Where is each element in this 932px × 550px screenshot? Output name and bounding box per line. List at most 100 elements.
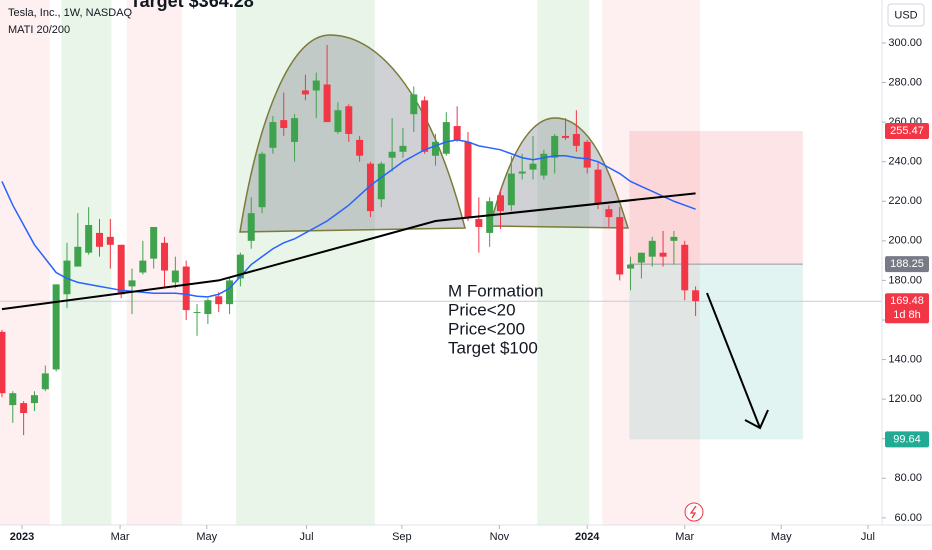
candle-body xyxy=(280,120,288,129)
candle-body xyxy=(399,145,407,152)
chart-title: Tesla, Inc., 1W, NASDAQ xyxy=(8,7,133,19)
candle-body xyxy=(128,280,136,287)
candle-body xyxy=(388,151,396,158)
candle-body xyxy=(648,240,656,257)
candle-body xyxy=(63,260,71,295)
candle-body xyxy=(562,135,570,138)
candle-body xyxy=(291,118,299,142)
candles xyxy=(0,44,700,436)
x-tick-label: Mar xyxy=(675,531,694,543)
candle-body xyxy=(627,264,635,269)
candle-body xyxy=(497,195,505,212)
ma-lines xyxy=(1,139,696,311)
m-formation: M Formation Price<20 Price<200 Target $1… xyxy=(448,281,543,357)
candle-body xyxy=(312,80,320,91)
price-tag-countdown: 1d 8h xyxy=(893,309,921,321)
price-tag-label: 255.47 xyxy=(890,125,924,137)
candle-body xyxy=(161,242,169,271)
candle-body xyxy=(421,100,429,152)
y-tick-label: 120.00 xyxy=(888,393,922,405)
position-boxes xyxy=(0,131,882,440)
annotation-line: Price<200 xyxy=(448,319,525,338)
candle-body xyxy=(366,163,374,212)
candle-body xyxy=(605,209,613,218)
price-tag xyxy=(885,123,929,140)
annotation-line: M Formation xyxy=(448,281,543,300)
candle-body xyxy=(258,153,266,208)
candle-body xyxy=(74,246,82,267)
signal-band xyxy=(0,0,50,525)
y-tick-label: 200.00 xyxy=(888,235,922,247)
ma200-line xyxy=(1,192,696,311)
candle-body xyxy=(215,296,223,305)
candle-body xyxy=(117,244,125,295)
candle-body xyxy=(334,110,342,132)
candle-body xyxy=(594,169,602,204)
y-tick-label: 280.00 xyxy=(888,76,922,88)
currency-box[interactable] xyxy=(887,3,925,27)
candle-body xyxy=(9,393,17,406)
x-tick-label: Mar xyxy=(111,531,130,543)
candle-body xyxy=(670,236,678,241)
candle-body xyxy=(692,290,700,302)
candle-body xyxy=(226,280,234,305)
currency: USD xyxy=(894,9,917,21)
y-tick-label: 60.00 xyxy=(894,512,922,524)
candle-body xyxy=(410,94,418,115)
annotation-line: Price<20 xyxy=(448,300,516,319)
y-tick-label: 240.00 xyxy=(888,156,922,168)
signal-band xyxy=(537,0,590,525)
candle-body xyxy=(453,126,461,140)
event-icon[interactable] xyxy=(684,502,704,522)
candle-body xyxy=(20,403,28,413)
candle-body xyxy=(106,236,114,245)
x-tick-label: Sep xyxy=(392,531,412,543)
candle-body xyxy=(139,260,147,273)
candle-body xyxy=(356,139,364,156)
cup-right xyxy=(489,117,630,229)
price-tag-label: 188.25 xyxy=(890,258,924,270)
candle-body xyxy=(52,284,60,370)
candle-body xyxy=(30,395,38,404)
candle-body xyxy=(475,219,483,227)
price-tag xyxy=(885,256,929,273)
candle-body xyxy=(204,300,212,315)
candle-body xyxy=(323,84,331,123)
candle-body xyxy=(345,106,353,134)
price-tag-label: 169.48 xyxy=(890,295,924,307)
candle-body xyxy=(529,163,537,170)
candle-body xyxy=(171,270,179,283)
candle-body xyxy=(193,312,201,314)
candle-body xyxy=(486,201,494,233)
candle-body xyxy=(507,173,515,206)
y-tick-label: 180.00 xyxy=(888,274,922,286)
candle-body xyxy=(659,252,667,257)
candle-body xyxy=(269,122,277,148)
candle-body xyxy=(637,252,645,263)
x-tick-label: May xyxy=(771,531,792,543)
candle-body xyxy=(182,266,190,311)
axis: 60.0080.00100.00120.00140.00160.00180.00… xyxy=(10,37,929,543)
candle-body xyxy=(301,90,309,95)
x-tick-label: Jul xyxy=(299,531,313,543)
candle-body xyxy=(41,373,49,390)
x-tick-label: 2023 xyxy=(10,531,34,543)
candle-body xyxy=(377,163,385,200)
y-tick-label: 140.00 xyxy=(888,353,922,365)
x-tick-label: May xyxy=(196,531,217,543)
arrow-head xyxy=(744,409,769,430)
candle-body xyxy=(551,135,559,158)
target-zone xyxy=(629,264,803,440)
y-tick-label: 300.00 xyxy=(888,37,922,49)
x-tick-label: Jul xyxy=(861,531,875,543)
event-icon-bolt xyxy=(689,505,697,519)
candle-body xyxy=(150,226,158,259)
candle-body xyxy=(95,232,103,247)
price-tag xyxy=(885,293,929,324)
candle-body xyxy=(540,153,548,176)
candle-body xyxy=(0,331,6,394)
candle-body xyxy=(236,254,244,279)
y-tick-label: 220.00 xyxy=(888,195,922,207)
indicator-label: MATI 20/200 xyxy=(8,24,70,36)
